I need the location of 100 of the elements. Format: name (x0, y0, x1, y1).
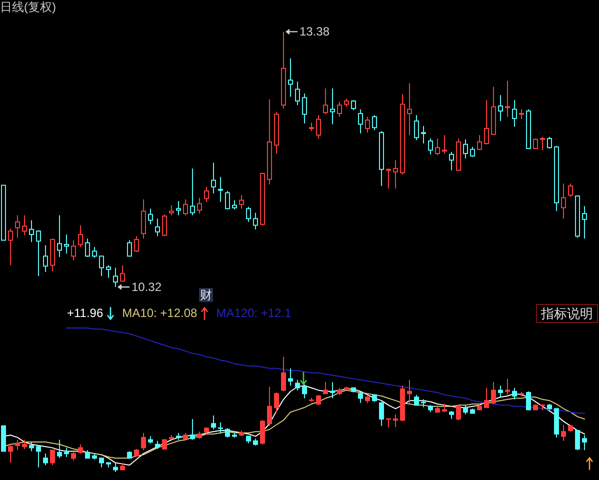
candlestick (491, 86, 496, 136)
candlestick (253, 212, 258, 230)
candlestick (64, 447, 69, 458)
candlestick (169, 434, 174, 440)
candlestick (8, 445, 13, 464)
candlestick (379, 130, 384, 187)
candlestick (477, 134, 482, 151)
candlestick (36, 230, 41, 277)
candlestick (351, 387, 356, 394)
candlestick (267, 98, 272, 185)
candlestick (323, 88, 328, 115)
candlestick (50, 238, 55, 272)
candlestick (337, 387, 342, 396)
candlestick (274, 392, 279, 413)
candlestick (197, 431, 202, 440)
candlestick (232, 200, 237, 210)
candlestick (120, 462, 125, 470)
candlestick (85, 238, 90, 258)
candlestick (113, 462, 118, 472)
annotation: 10.32 (132, 280, 162, 294)
candlestick (540, 136, 545, 151)
candlestick (36, 446, 41, 468)
annotation: 13.38 (300, 24, 330, 39)
candlestick (15, 439, 20, 451)
candlestick (316, 114, 321, 139)
candlestick (456, 138, 461, 172)
candlestick (1, 425, 6, 452)
candlestick (533, 404, 538, 410)
candlestick (344, 386, 349, 391)
candlestick (176, 432, 181, 440)
candlestick (92, 246, 97, 258)
candlestick (561, 424, 566, 442)
candlestick (253, 438, 258, 446)
candlestick (225, 190, 230, 210)
candlestick (50, 450, 55, 466)
candlestick (554, 146, 559, 212)
candlestick (463, 404, 468, 415)
candlestick (218, 176, 223, 202)
candlestick (169, 204, 174, 216)
candlestick (435, 404, 440, 413)
candlestick (568, 183, 573, 198)
candlestick (512, 387, 517, 400)
text: MA10: +12.08 (122, 306, 198, 320)
text: +11.96 (67, 306, 104, 320)
candlestick (582, 206, 587, 240)
candlestick (22, 439, 27, 450)
candlestick (526, 390, 531, 410)
candlestick (204, 426, 209, 434)
candlestick (323, 382, 328, 394)
candlestick (533, 138, 538, 150)
candlestick (498, 385, 503, 398)
candlestick (575, 430, 580, 451)
candlestick (190, 168, 195, 216)
candlestick (148, 208, 153, 225)
candlestick (547, 404, 552, 410)
candlestick (239, 194, 244, 210)
candlestick (183, 432, 188, 440)
candlestick (246, 206, 251, 222)
candlestick (372, 394, 377, 402)
candlestick (526, 108, 531, 150)
candlestick (512, 100, 517, 128)
candlestick (78, 444, 83, 454)
text: 指标说明 (536, 304, 598, 323)
candlestick (8, 228, 13, 266)
candlestick (519, 108, 524, 120)
candlestick (386, 168, 391, 190)
candlestick (554, 408, 559, 438)
text: 财 (199, 288, 213, 302)
candlestick (43, 244, 48, 272)
candlestick (498, 94, 503, 122)
candlestick (421, 398, 426, 408)
candlestick (407, 379, 412, 405)
candlestick (414, 114, 419, 141)
candlestick (302, 92, 307, 124)
candlestick (365, 116, 370, 134)
candlestick (29, 220, 34, 242)
candlestick (442, 404, 447, 413)
candlestick (57, 439, 62, 459)
candlestick (575, 196, 580, 238)
candlestick (435, 138, 440, 156)
candlestick (582, 434, 587, 451)
candlestick (505, 378, 510, 396)
candlestick (358, 390, 363, 404)
candlestick (204, 186, 209, 202)
candlestick (43, 453, 48, 466)
candlestick (211, 162, 216, 194)
candlestick (393, 160, 398, 190)
candlestick (295, 379, 300, 391)
candlestick (1, 184, 6, 241)
candlestick (15, 214, 20, 238)
candlestick (449, 151, 454, 171)
candlestick (337, 101, 342, 118)
candlestick (470, 146, 475, 158)
candlestick (162, 214, 167, 237)
candlestick (288, 58, 293, 98)
candlestick (71, 450, 76, 461)
candlestick (568, 424, 573, 432)
candlestick (379, 401, 384, 426)
candlestick (491, 382, 496, 405)
candlestick (141, 432, 146, 451)
